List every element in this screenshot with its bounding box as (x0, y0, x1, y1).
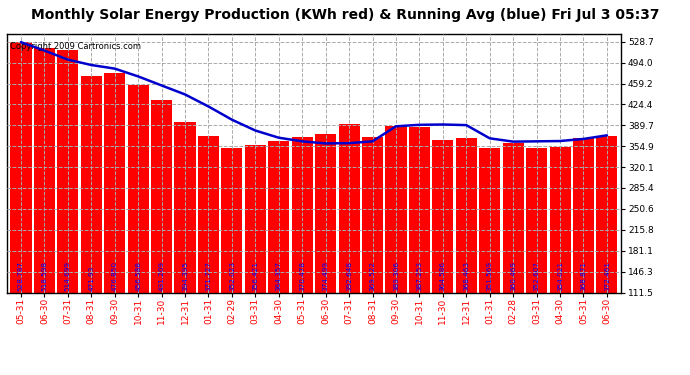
Text: 374.499: 374.499 (323, 261, 328, 291)
Bar (526, 148, 547, 292)
Text: 528.787: 528.787 (18, 261, 24, 291)
Text: 356.421: 356.421 (253, 261, 258, 291)
Bar (268, 141, 289, 292)
Bar (292, 137, 313, 292)
Bar (456, 138, 477, 292)
Text: Monthly Solar Energy Production (KWh red) & Running Avg (blue) Fri Jul 3 05:37: Monthly Solar Energy Production (KWh red… (31, 8, 659, 21)
Text: 354.021: 354.021 (557, 261, 563, 291)
Text: 476.850: 476.850 (112, 261, 118, 291)
Bar (479, 148, 500, 292)
Bar (433, 140, 453, 292)
Text: 387.253: 387.253 (417, 261, 422, 291)
Text: 364.586: 364.586 (440, 261, 446, 291)
Bar (151, 100, 172, 292)
Bar (104, 73, 126, 292)
Text: 471.93: 471.93 (88, 266, 95, 291)
Text: 392.648: 392.648 (346, 261, 352, 291)
Text: Copyright 2009 Cartronics.com: Copyright 2009 Cartronics.com (10, 42, 141, 51)
Bar (175, 123, 195, 292)
Text: 456.588: 456.588 (135, 261, 141, 291)
Text: 360.469: 360.469 (510, 261, 516, 291)
Text: 369.522: 369.522 (370, 261, 375, 291)
Text: 372.461: 372.461 (604, 261, 610, 291)
Bar (339, 123, 359, 292)
Text: 371.727: 371.727 (206, 261, 211, 291)
Text: 518.598: 518.598 (41, 261, 48, 291)
Bar (386, 126, 406, 292)
Bar (409, 127, 430, 292)
Text: 368.463: 368.463 (463, 261, 469, 291)
Bar (198, 136, 219, 292)
Bar (245, 145, 266, 292)
Bar (128, 85, 149, 292)
Bar (549, 147, 571, 292)
Bar (221, 148, 242, 292)
Text: 352.023: 352.023 (229, 261, 235, 291)
Text: 351.569: 351.569 (486, 261, 493, 291)
Bar (502, 143, 524, 292)
Text: 431.209: 431.209 (159, 261, 165, 291)
Text: 389.306: 389.306 (393, 261, 399, 291)
Text: 394.395: 394.395 (182, 261, 188, 291)
Text: 368.871: 368.871 (580, 261, 586, 291)
Bar (362, 137, 383, 292)
Text: 364.357: 364.357 (276, 261, 282, 291)
Bar (573, 138, 594, 292)
Text: 352.607: 352.607 (533, 261, 540, 291)
Bar (596, 136, 618, 292)
Bar (57, 50, 79, 292)
Bar (10, 42, 32, 292)
Text: 370.478: 370.478 (299, 261, 305, 291)
Bar (81, 76, 102, 292)
Text: 514.699: 514.699 (65, 261, 71, 291)
Bar (315, 134, 336, 292)
Bar (34, 48, 55, 292)
